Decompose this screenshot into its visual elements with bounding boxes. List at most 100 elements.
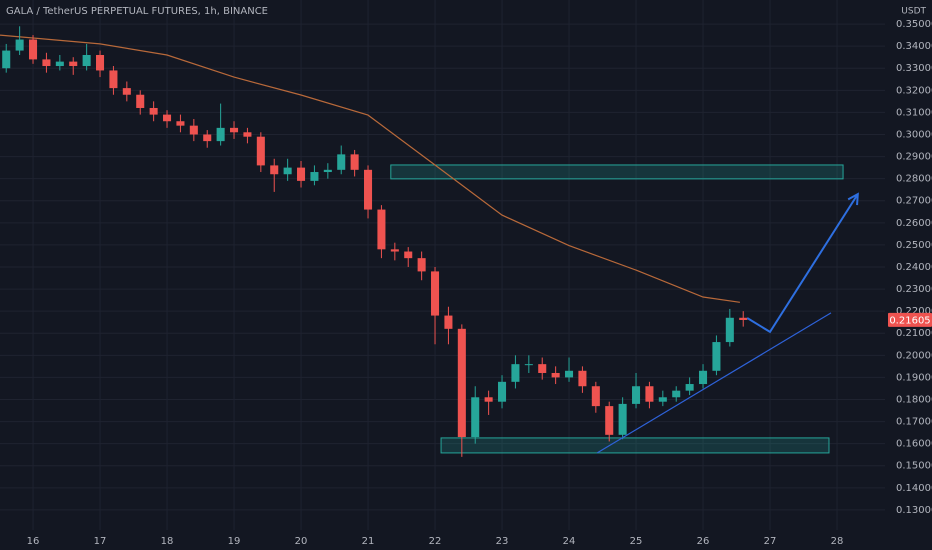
candle-body (658, 397, 667, 402)
projection-arrow (746, 193, 859, 334)
x-tick-label: 16 (27, 536, 40, 547)
candle-body (578, 370, 587, 387)
candle-body (699, 370, 708, 385)
x-tick-label: 20 (295, 536, 308, 547)
candle-body (538, 364, 547, 373)
candle-body (685, 384, 694, 391)
candle-body (176, 121, 185, 126)
candle-body (364, 169, 373, 210)
candle-body (122, 88, 131, 95)
candle-body (270, 165, 279, 175)
candle-body (551, 372, 560, 378)
x-tick-label: 27 (764, 536, 777, 547)
candle-body (283, 167, 292, 175)
candle-body (15, 39, 24, 51)
candle-body (109, 70, 118, 89)
candle-body (645, 386, 654, 402)
candle-body (42, 59, 51, 67)
x-tick-label: 23 (496, 536, 509, 547)
zone (390, 164, 844, 180)
candle-body (605, 406, 614, 435)
x-tick-label: 21 (362, 536, 375, 547)
candle-body (417, 258, 426, 272)
arrow-head (847, 192, 859, 206)
x-tick-label: 22 (429, 536, 442, 547)
price-axis-bg (885, 0, 932, 550)
candle-body (739, 317, 748, 320)
x-tick-label: 17 (94, 536, 107, 547)
candle-body (216, 127, 225, 142)
x-tick-label: 18 (161, 536, 174, 547)
zone (440, 437, 830, 454)
candle-body (189, 125, 198, 135)
candle-body (149, 107, 158, 115)
candle-body (444, 315, 453, 329)
candle-body (404, 251, 413, 259)
candle-body (377, 209, 386, 250)
candle-body (457, 328, 466, 438)
x-tick-label: 25 (630, 536, 643, 547)
trend-line (596, 312, 832, 454)
candle-body (297, 167, 306, 181)
last-price-label: 0.21605 (889, 315, 930, 326)
candle-body (632, 386, 641, 404)
candle-body (230, 127, 239, 133)
x-tick-label: 28 (831, 536, 844, 547)
candle-body (471, 397, 480, 438)
candle-body (350, 154, 359, 170)
candle-body (712, 342, 721, 371)
candle-body (511, 364, 520, 382)
x-tick-label: 19 (228, 536, 241, 547)
candle-body (82, 54, 91, 67)
candle-body (323, 169, 332, 173)
candle-body (390, 249, 399, 252)
candle-body (256, 136, 265, 166)
last-price-tag (888, 312, 932, 327)
candle-body (310, 172, 319, 181)
candle-body (484, 397, 493, 402)
x-tick-label: 24 (563, 536, 576, 547)
candle-body (618, 403, 627, 435)
x-tick-label: 26 (697, 536, 710, 547)
candle-body (337, 154, 346, 170)
candle-body (136, 94, 145, 108)
candle-body (163, 114, 172, 122)
plot-area (0, 26, 859, 457)
candle-body (69, 61, 78, 67)
candle-body (431, 271, 440, 316)
candle-body (725, 317, 734, 343)
moving-average (0, 34, 740, 303)
chart-title: GALA / TetherUS PERPETUAL FUTURES, 1h, B… (6, 6, 268, 17)
candle-body (2, 50, 11, 69)
candle-body (96, 54, 105, 71)
candle-body (498, 381, 507, 402)
y-tick-label: 0.35000 (896, 19, 932, 30)
candle-body (29, 39, 38, 60)
candle-body (524, 364, 533, 366)
candle-body (565, 370, 574, 378)
